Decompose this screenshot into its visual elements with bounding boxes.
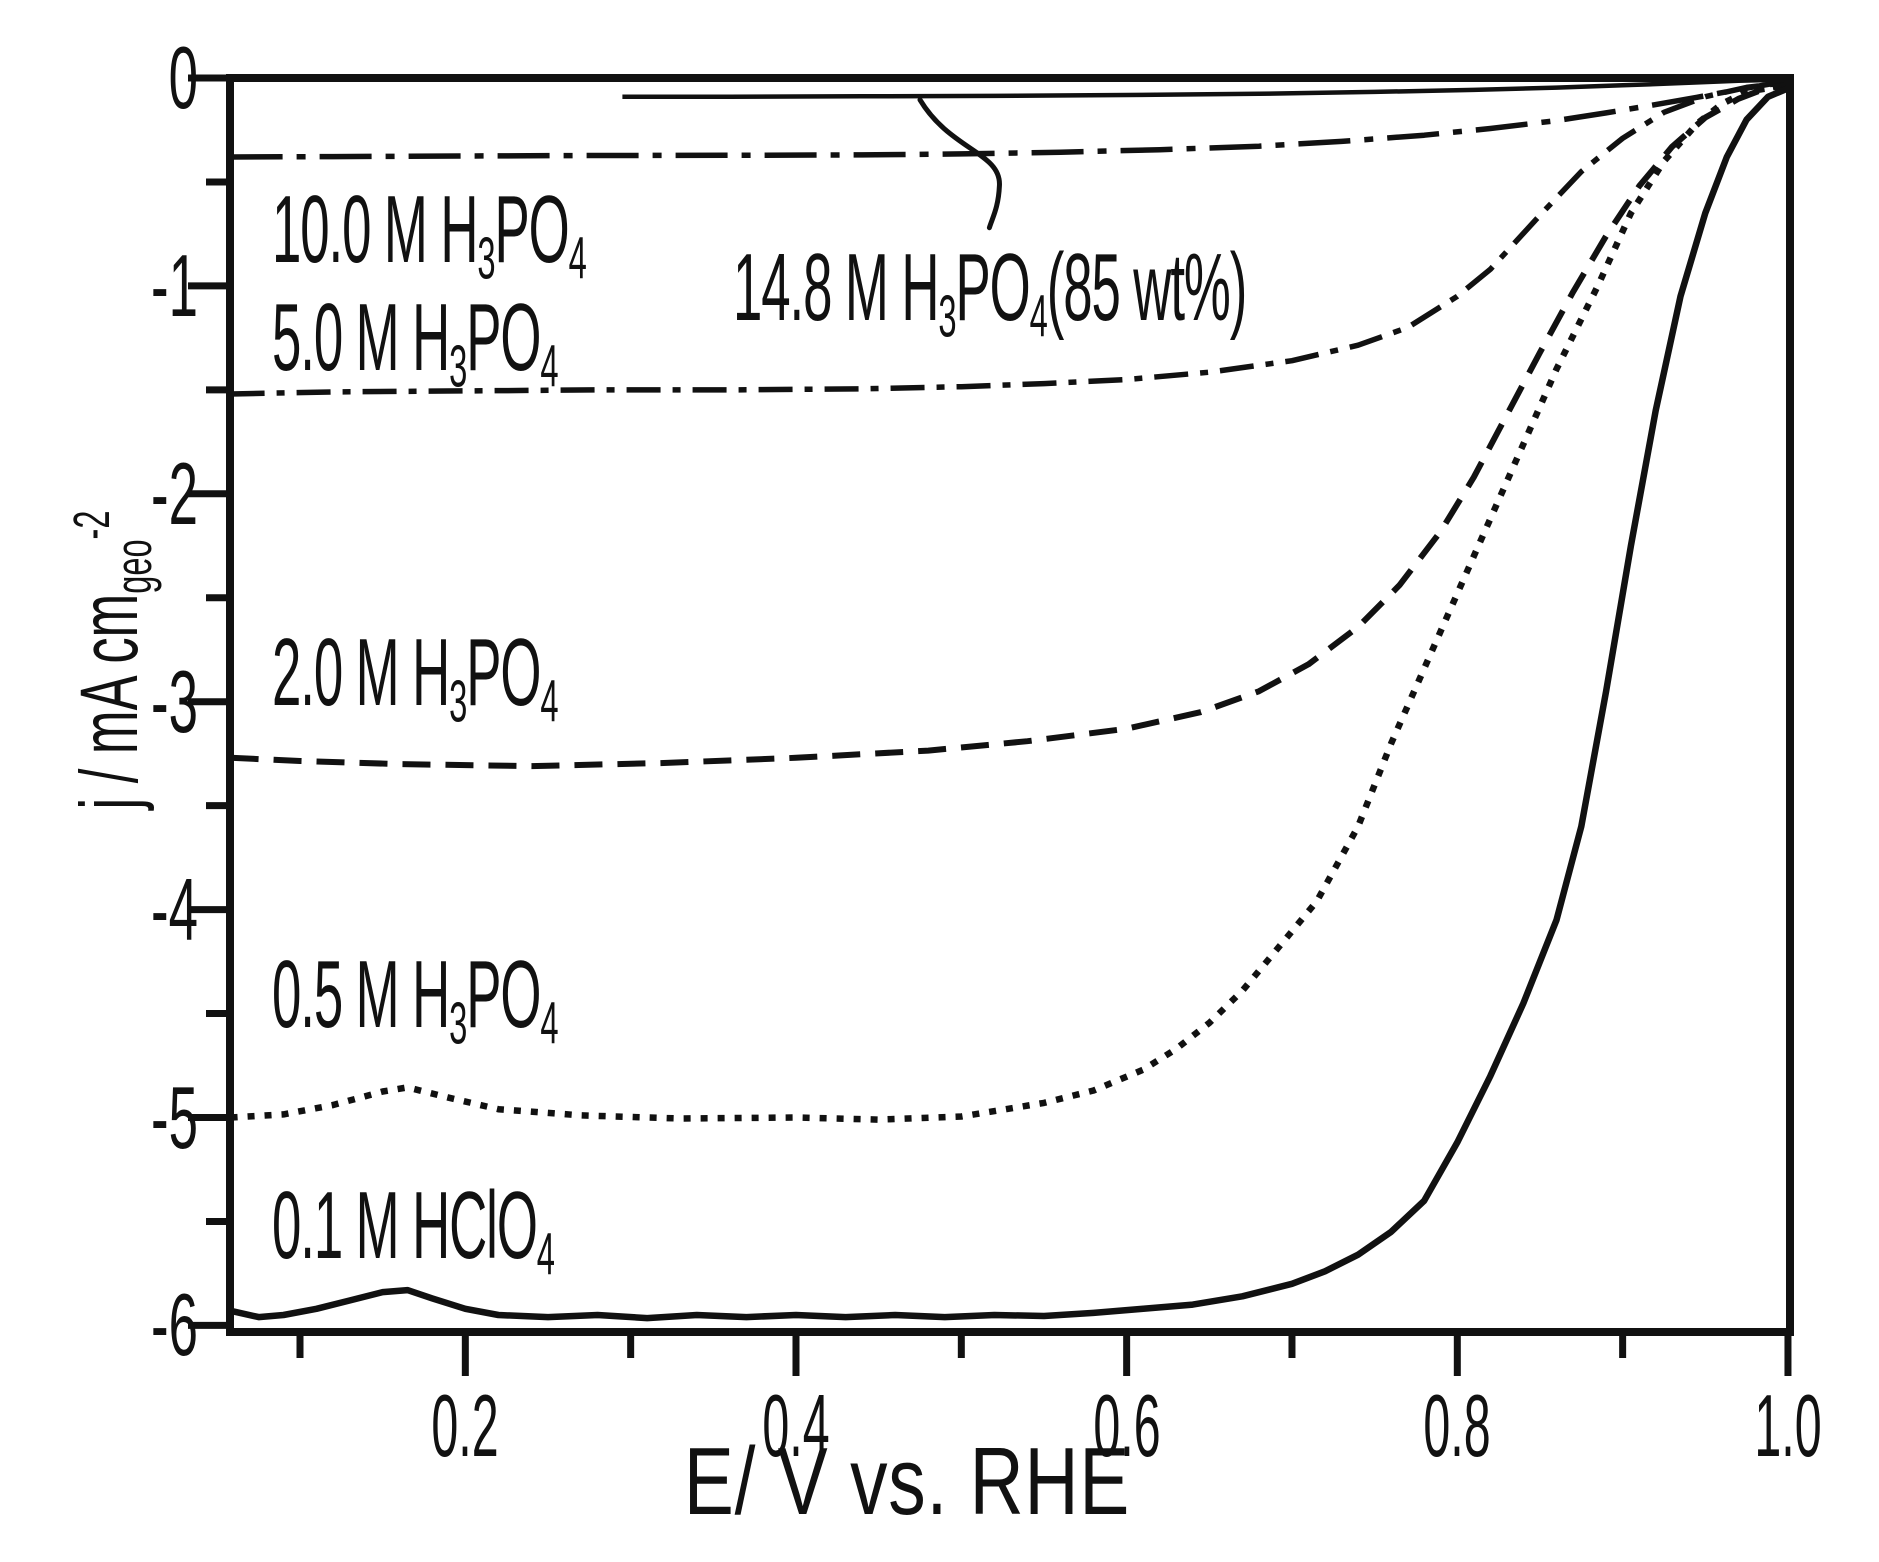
- y-axis-title: j / mA cmgeo-2: [44, 372, 162, 948]
- subscript-text: 4: [540, 332, 558, 400]
- y-tick-label: -3: [151, 651, 198, 751]
- curve-2.0-M-H3PO4: [230, 81, 1789, 770]
- label-text: (85 wt%): [1046, 234, 1248, 342]
- label-text: PO: [466, 284, 541, 392]
- x-tick-label: 0.6: [1092, 1376, 1161, 1475]
- curve-label-2.0M: 2.0 M H3PO4: [272, 624, 559, 750]
- label-text: 2.0 M H: [271, 618, 450, 726]
- subscript-text: 3: [449, 989, 467, 1057]
- y-tick-label: -5: [151, 1067, 198, 1167]
- label-text: 5.0 M H: [271, 284, 450, 392]
- subscript-text: 4: [1029, 282, 1048, 350]
- subscript-text: 3: [449, 667, 467, 735]
- label-text: 14.8 M H: [733, 234, 940, 342]
- label-text: PO: [466, 941, 541, 1049]
- label-text: PO: [955, 234, 1031, 342]
- y-tick-label: -2: [151, 443, 198, 543]
- x-tick-label: 0.2: [431, 1376, 499, 1475]
- label-text: j / mA cm: [63, 593, 155, 810]
- curve-label-5.0M: 5.0 M H3PO4: [272, 290, 559, 415]
- subscript-text: 4: [540, 989, 558, 1057]
- label-text: 0.1 M HClO: [271, 1171, 538, 1279]
- superscript-text: -2: [63, 510, 120, 540]
- curve-label-0.1M: 0.1 M HClO4: [272, 1177, 555, 1303]
- subscript-text: 3: [477, 224, 495, 292]
- y-tick-label: -4: [151, 859, 198, 959]
- y-tick-label: 0: [168, 28, 198, 127]
- label-text: PO: [494, 175, 569, 283]
- label-text: 10.0 M H: [271, 175, 479, 283]
- curve-label-14.8M: 14.8 M H3PO4(85 wt%): [733, 240, 1247, 365]
- x-tick-label: 1.0: [1754, 1376, 1822, 1475]
- curve-label-0.5M: 0.5 M H3PO4: [272, 947, 559, 1072]
- subscript-text: 3: [938, 282, 957, 350]
- label-text: PO: [466, 618, 541, 726]
- curve-14.8-M-H3PO4-(85-wt%): [622, 77, 1789, 99]
- plot-frame: [226, 74, 1794, 1336]
- subscript-text: 3: [449, 332, 467, 400]
- label-text: 0.5 M H: [271, 941, 450, 1049]
- subscript-text: 4: [568, 224, 587, 292]
- curve-0.5-M-H3PO4: [230, 82, 1789, 1123]
- y-tick-label: -1: [151, 235, 198, 335]
- curve-0.1-M-HClO4: [229, 85, 1790, 1322]
- curve-label-10.0M: 10.0 M H3PO4: [272, 181, 587, 307]
- x-axis-title: E/ V vs. RHE: [556, 1432, 1258, 1532]
- subscript-text: geo: [105, 539, 163, 594]
- subscript-text: 4: [536, 1220, 555, 1288]
- y-tick-label: -6: [151, 1275, 198, 1375]
- subscript-text: 4: [540, 667, 558, 735]
- label-text: E/ V vs. RHE: [683, 1428, 1131, 1535]
- callout-line: [917, 97, 1002, 231]
- x-tick-label: 0.4: [762, 1376, 830, 1475]
- x-tick-label: 0.8: [1423, 1376, 1491, 1475]
- curve-10.0-M-H3PO4: [230, 78, 1789, 160]
